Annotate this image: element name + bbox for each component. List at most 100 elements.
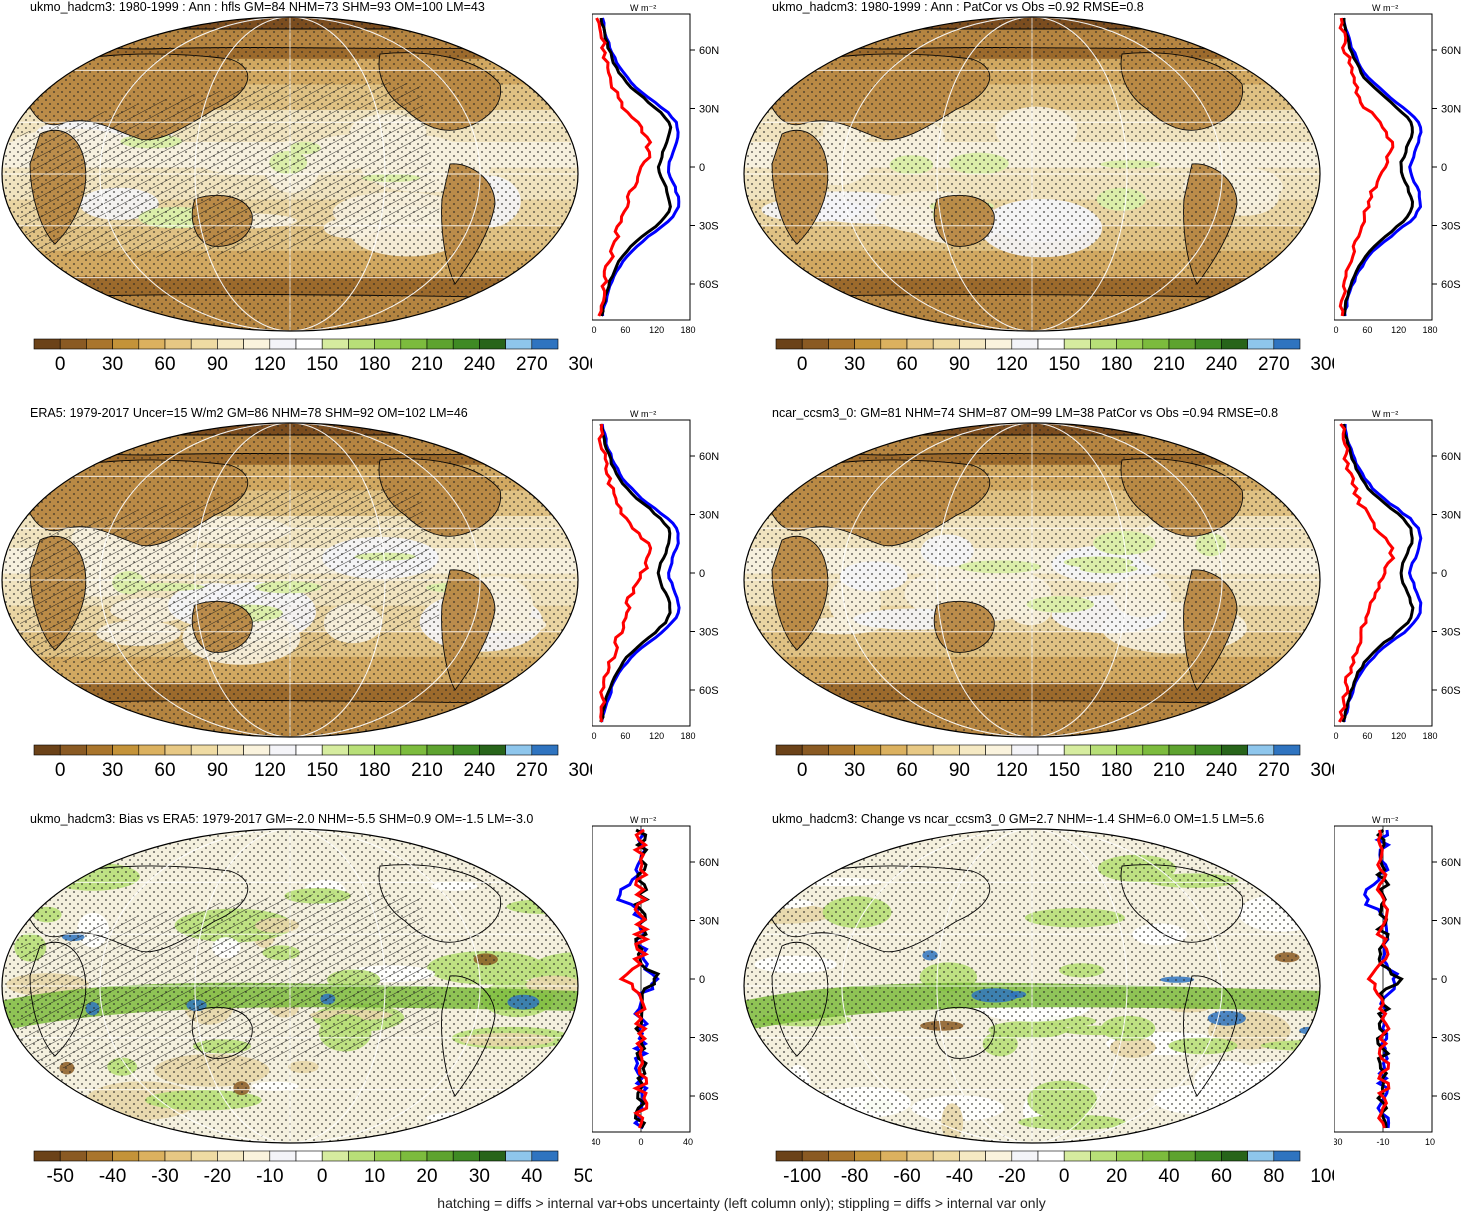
colorbar-label: 240 (1206, 760, 1238, 781)
colorbar-swatch (191, 339, 217, 349)
colorbar-swatch (1038, 745, 1064, 755)
profile-x-tick: 0 (1334, 731, 1339, 741)
colorbar-swatch (139, 339, 165, 349)
colorbar-swatch (375, 1151, 401, 1161)
colorbar-swatch (86, 339, 112, 349)
colorbar-label: 300 (1310, 760, 1334, 781)
colorbar-label: 180 (359, 354, 391, 375)
profile-line-black (1343, 424, 1413, 722)
profile-x-tick: -30 (1334, 1137, 1343, 1147)
colorbar-label: 20 (1106, 1166, 1127, 1187)
colorbar-swatch (1090, 745, 1116, 755)
colorbar-swatch (1169, 745, 1195, 755)
profile-lat-tick: 30N (699, 916, 719, 928)
colorbar-swatch (986, 745, 1012, 755)
colorbar-swatch (479, 745, 505, 755)
colorbar-label: 210 (1153, 760, 1185, 781)
profile-lat-tick: 0 (699, 162, 705, 174)
colorbar-swatch (1012, 339, 1038, 349)
colorbar-label: 30 (844, 760, 865, 781)
colorbar-swatch (217, 745, 243, 755)
colorbar-label: 50 (574, 1166, 592, 1187)
profile-lat-tick: 60S (699, 1091, 719, 1103)
colorbar-label: 240 (1206, 354, 1238, 375)
colorbar-label: 90 (949, 760, 970, 781)
colorbar-swatch (348, 1151, 374, 1161)
colorbar-swatch (453, 1151, 479, 1161)
colorbar-label: 120 (996, 760, 1028, 781)
colorbar-label: 30 (844, 354, 865, 375)
colorbar-swatch (60, 1151, 86, 1161)
colorbar-swatch (322, 339, 348, 349)
profile-x-tick: 120 (1391, 731, 1406, 741)
colorbar-swatch (401, 1151, 427, 1161)
colorbar-swatch (1248, 339, 1274, 349)
colorbar-swatch (296, 1151, 322, 1161)
colorbar-label: -30 (151, 1166, 178, 1187)
profile-x-tick: 10 (1425, 1137, 1435, 1147)
profile-x-tick: 60 (1362, 325, 1372, 335)
colorbar-label: 0 (797, 354, 808, 375)
profile-line-red (1340, 18, 1393, 316)
colorbar-swatch (1012, 745, 1038, 755)
robinson-map (742, 420, 1322, 742)
colorbar-swatch (532, 339, 558, 349)
colorbar-label: 180 (1101, 760, 1133, 781)
colorbar-swatch (881, 1151, 907, 1161)
profile-unit-label: W m⁻² (630, 815, 656, 825)
colorbar-swatch (1117, 339, 1143, 349)
colorbar-swatch (322, 745, 348, 755)
robinson-map (742, 14, 1322, 336)
colorbar: 0306090120150180210240270300 (32, 338, 592, 378)
profile-lat-tick: 60N (1441, 451, 1461, 463)
colorbar-label: 0 (797, 760, 808, 781)
colorbar-label: -20 (204, 1166, 231, 1187)
colorbar-label: 120 (254, 354, 286, 375)
colorbar-swatch (1064, 339, 1090, 349)
profile-lat-tick: 0 (1441, 162, 1447, 174)
colorbar-swatch (933, 1151, 959, 1161)
colorbar-label: 270 (1258, 760, 1290, 781)
colorbar-swatch (506, 1151, 532, 1161)
colorbar-label: 90 (207, 760, 228, 781)
colorbar-label: -40 (99, 1166, 126, 1187)
colorbar-swatch (1117, 1151, 1143, 1161)
profile-lat-tick: 30N (699, 510, 719, 522)
colorbar-swatch (828, 339, 854, 349)
colorbar-swatch (244, 745, 270, 755)
colorbar-swatch (802, 1151, 828, 1161)
colorbar-label: 90 (949, 354, 970, 375)
profile-lat-tick: 30S (1441, 1033, 1461, 1045)
colorbar-swatch (1064, 745, 1090, 755)
profile-line-red (597, 18, 651, 316)
profile-x-tick: 0 (592, 325, 597, 335)
colorbar-swatch (907, 745, 933, 755)
colorbar-swatch (1143, 745, 1169, 755)
profile-lat-tick: 30S (1441, 627, 1461, 639)
profile-lat-tick: 60S (1441, 1091, 1461, 1103)
colorbar-label: 150 (306, 760, 338, 781)
colorbar-label: 60 (154, 354, 175, 375)
colorbar-swatch (139, 1151, 165, 1161)
colorbar-label: 120 (254, 760, 286, 781)
profile-x-tick: 60 (1362, 731, 1372, 741)
profile-lat-tick: 0 (1441, 568, 1447, 580)
colorbar-swatch (60, 745, 86, 755)
profile-unit-label: W m⁻² (1372, 815, 1398, 825)
colorbar-label: 0 (55, 354, 66, 375)
colorbar-swatch (1117, 745, 1143, 755)
profile-x-tick: 180 (680, 325, 695, 335)
colorbar-swatch (1274, 339, 1300, 349)
colorbar: 0306090120150180210240270300 (774, 744, 1334, 784)
colorbar-swatch (453, 745, 479, 755)
colorbar-swatch (959, 745, 985, 755)
profile-lat-tick: 60N (1441, 45, 1461, 57)
profile-unit-label: W m⁻² (630, 409, 656, 419)
colorbar-swatch (427, 1151, 453, 1161)
colorbar-label: -40 (946, 1166, 973, 1187)
colorbar-swatch (881, 339, 907, 349)
colorbar-label: 60 (1211, 1166, 1232, 1187)
